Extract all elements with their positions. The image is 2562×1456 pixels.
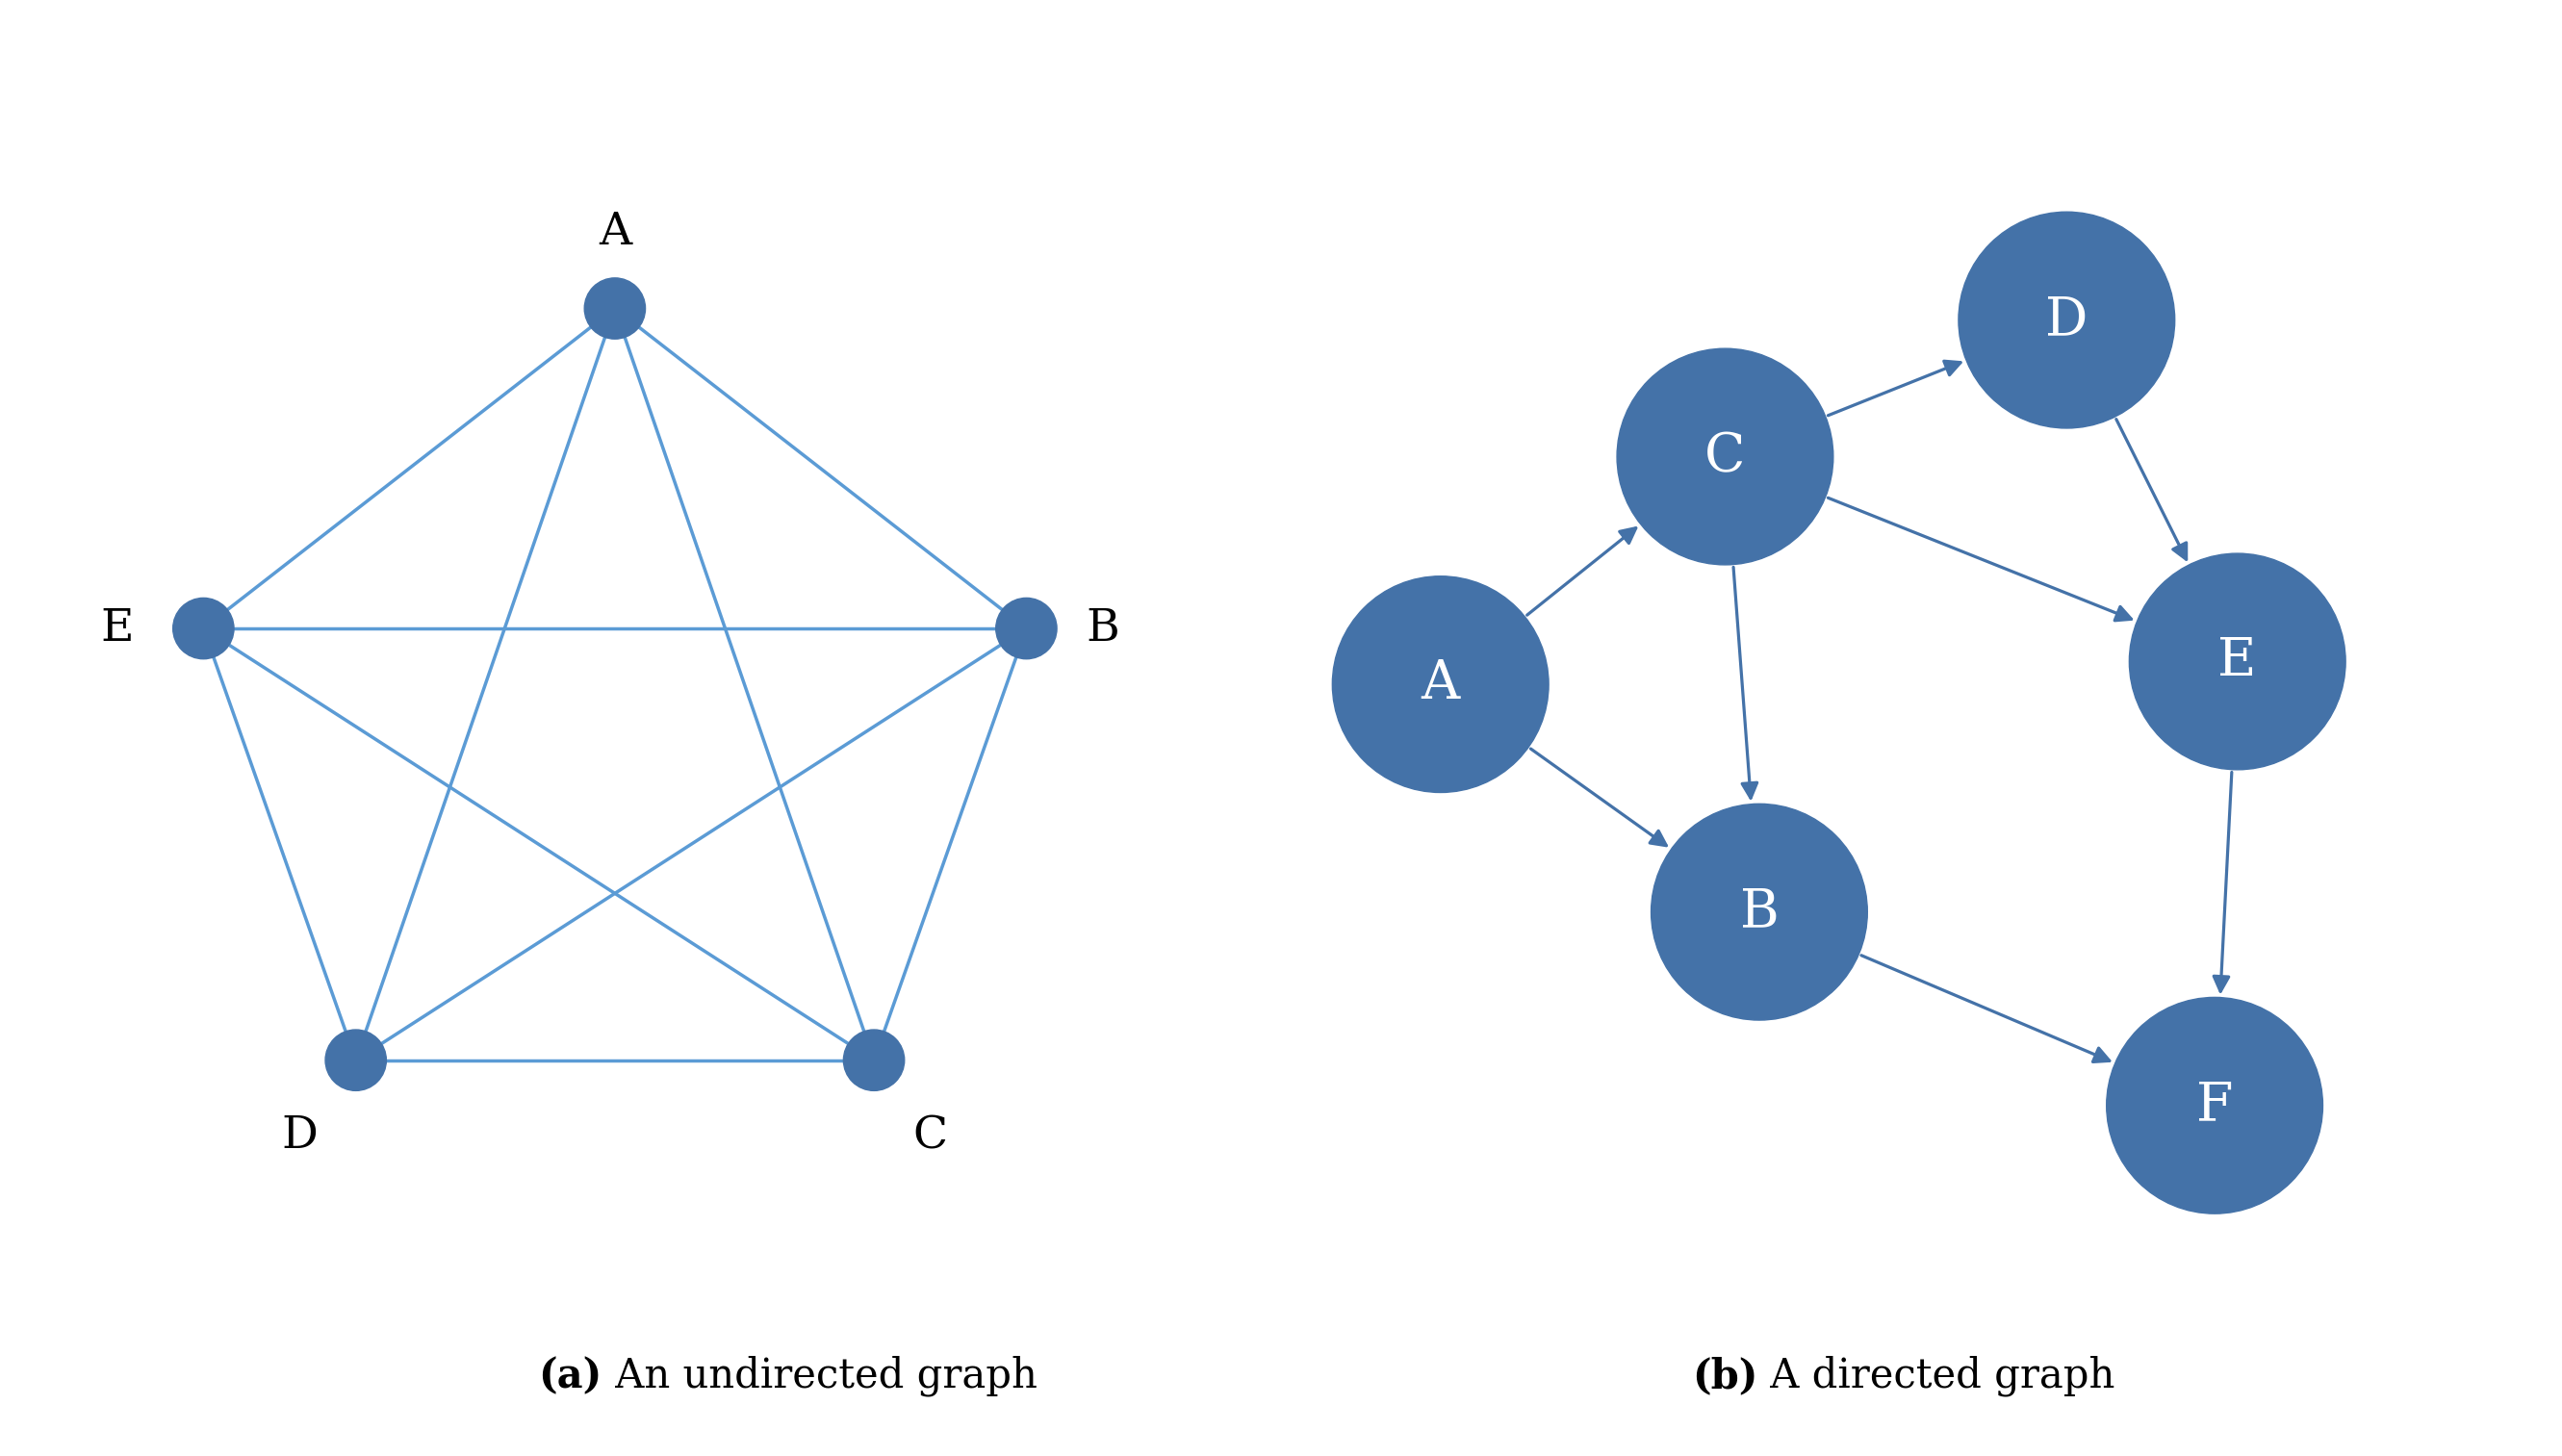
Text: An undirected graph: An undirected graph	[602, 1356, 1038, 1396]
Circle shape	[2129, 553, 2347, 770]
Text: F: F	[2196, 1079, 2234, 1131]
Text: E: E	[100, 607, 133, 651]
Text: A: A	[1422, 658, 1460, 711]
Circle shape	[584, 278, 646, 339]
Text: (a): (a)	[538, 1356, 602, 1396]
Text: (b): (b)	[1691, 1356, 1758, 1396]
Circle shape	[997, 598, 1058, 660]
Text: C: C	[1704, 431, 1745, 483]
Text: C: C	[912, 1115, 948, 1158]
Text: B: B	[1740, 885, 1778, 938]
Circle shape	[1332, 577, 1547, 792]
Circle shape	[1617, 348, 1834, 565]
Text: D: D	[2044, 294, 2088, 347]
Circle shape	[174, 598, 233, 660]
Circle shape	[843, 1029, 904, 1091]
Text: A directed graph: A directed graph	[1758, 1356, 2116, 1396]
Text: D: D	[282, 1115, 318, 1158]
Text: B: B	[1086, 607, 1120, 651]
Text: A: A	[600, 211, 630, 253]
Circle shape	[1957, 213, 2175, 428]
Circle shape	[1650, 804, 1868, 1021]
Circle shape	[325, 1029, 387, 1091]
Text: E: E	[2219, 635, 2257, 687]
Circle shape	[2106, 997, 2324, 1214]
